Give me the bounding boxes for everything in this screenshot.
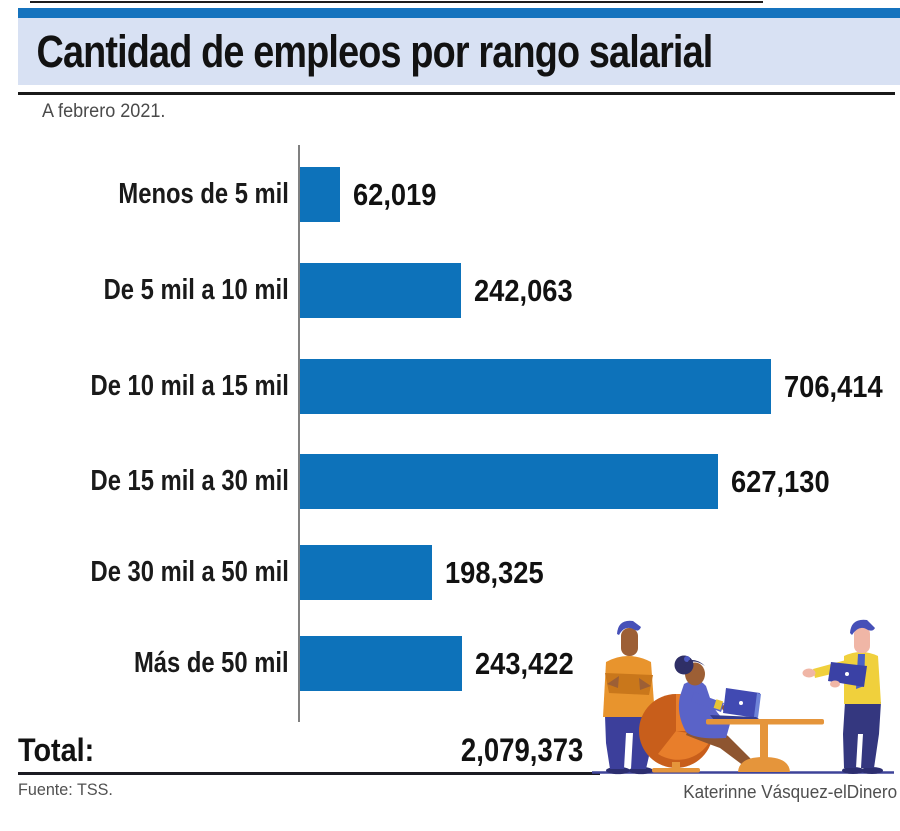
total-value: 2,079,373 [460, 731, 583, 768]
chart-row: De 10 mil a 15 mil 706,414 [0, 359, 900, 414]
category-label: De 5 mil a 10 mil [103, 274, 289, 306]
standing-man-laptop-figure [802, 619, 883, 774]
bar [299, 167, 340, 222]
value-label: 242,063 [474, 272, 573, 308]
table-icon [706, 719, 824, 772]
total-row: Total: 2,079,373 [18, 731, 583, 769]
total-rule [18, 772, 600, 775]
bar [299, 545, 432, 600]
title-band: Cantidad de empleos por rango salarial [18, 18, 900, 85]
bar [299, 359, 771, 414]
header-rule [18, 92, 895, 95]
bar [299, 454, 718, 509]
source-text: Fuente: TSS. [18, 780, 113, 799]
held-laptop-icon [828, 662, 867, 688]
chart-row: De 5 mil a 10 mil 242,063 [0, 263, 900, 318]
chart-row: De 15 mil a 30 mil 627,130 [0, 454, 900, 509]
people-illustration [592, 619, 894, 775]
page-title: Cantidad de empleos por rango salarial [36, 25, 713, 77]
category-label: De 10 mil a 15 mil [90, 370, 289, 402]
chart-subtitle: A febrero 2021. [42, 101, 166, 122]
seated-woman-figure [639, 655, 824, 773]
bar [299, 636, 462, 691]
category-label: De 30 mil a 50 mil [90, 556, 289, 588]
chart-row: Menos de 5 mil 62,019 [0, 167, 900, 222]
category-label: De 15 mil a 30 mil [90, 465, 289, 497]
chart-axis-line [298, 145, 300, 722]
chart-row: De 30 mil a 50 mil 198,325 [0, 545, 900, 600]
bar [299, 263, 461, 318]
category-label: Más de 50 mil [134, 647, 289, 679]
value-label: 62,019 [353, 176, 437, 212]
credit-text: Katerinne Vásquez-elDinero [683, 782, 897, 802]
total-label: Total: [18, 731, 95, 768]
header-blue-strip [18, 8, 900, 18]
category-label: Menos de 5 mil [118, 178, 289, 210]
value-label: 627,130 [731, 463, 830, 499]
top-border-line [30, 1, 763, 3]
value-label: 706,414 [784, 368, 883, 404]
value-label: 243,422 [475, 645, 574, 681]
chart-row: Más de 50 mil 243,422 [0, 636, 900, 691]
value-label: 198,325 [445, 554, 544, 590]
